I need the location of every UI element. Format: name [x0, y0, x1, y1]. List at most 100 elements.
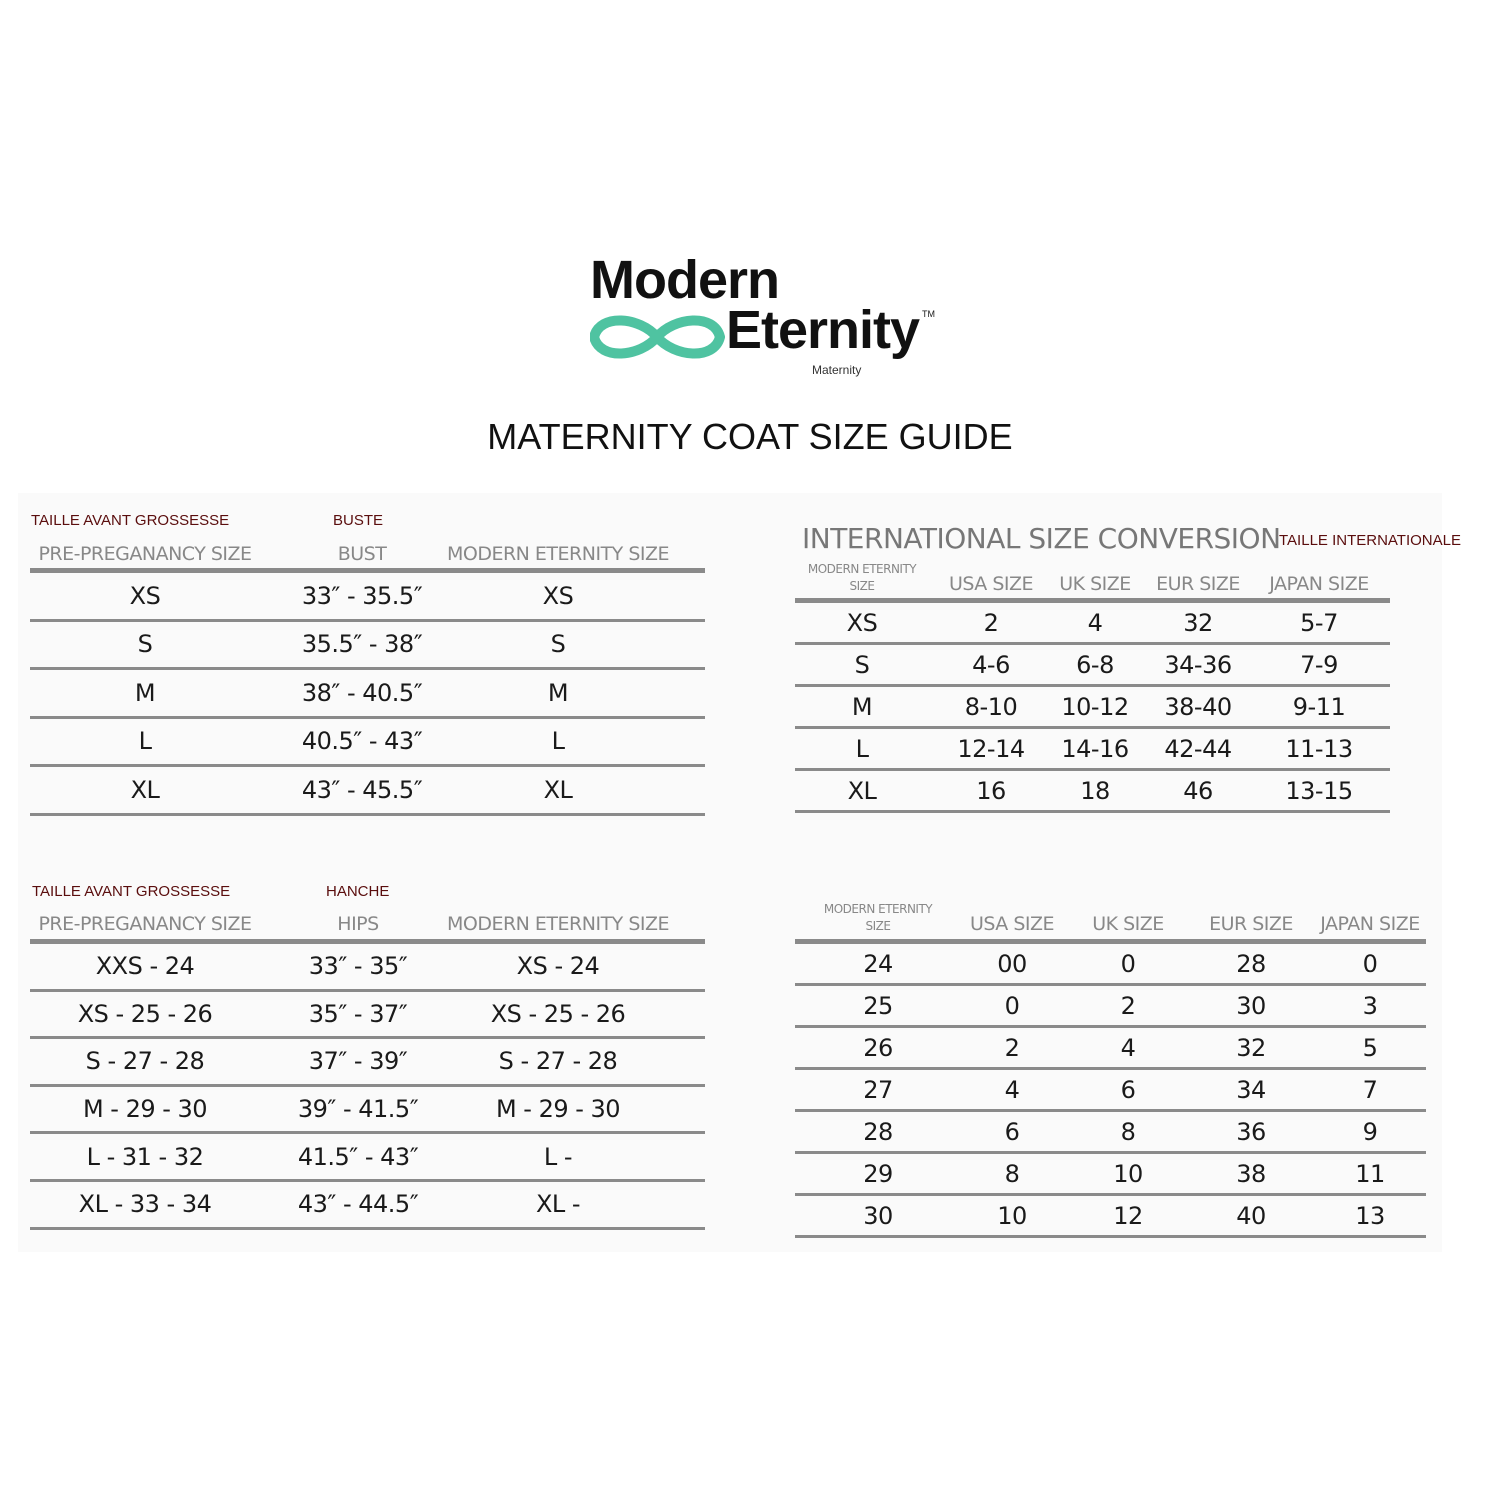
table-cell: 36 — [1236, 1117, 1266, 1146]
table-row: 28 6 8 36 9 — [795, 1112, 1426, 1154]
table-cell: 6-8 — [1076, 650, 1114, 679]
table-cell: 7 — [1362, 1075, 1378, 1104]
table-row: S 4-6 6-8 34-36 7-9 — [795, 645, 1390, 687]
table-cell: XS — [846, 608, 878, 637]
table-cell: XS - 24 — [516, 952, 600, 981]
table-cell: 25 — [863, 991, 893, 1020]
table-cell: M - 29 - 30 — [82, 1095, 208, 1124]
table-cell: 6 — [1004, 1117, 1020, 1146]
table-row: M - 29 - 30 39″ - 41.5″ M - 29 - 30 — [30, 1087, 705, 1135]
table-cell: 42-44 — [1164, 734, 1232, 763]
column-header: BUST — [337, 543, 387, 565]
table-cell: L — [855, 734, 869, 763]
table-cell: 6 — [1120, 1075, 1136, 1104]
header-divider — [795, 939, 1426, 944]
table-cell: 28 — [863, 1117, 893, 1146]
table-cell: S - 27 - 28 — [498, 1047, 618, 1076]
column-header: PRE-PREGANANCY SIZE — [38, 913, 252, 935]
table-cell: 13-15 — [1285, 776, 1353, 805]
intl-title: INTERNATIONAL SIZE CONVERSION — [802, 522, 1281, 555]
table-cell: 4 — [1087, 608, 1103, 637]
fr-label: TAILLE AVANT GROSSESSE — [31, 512, 230, 529]
table-cell: 37″ - 39″ — [308, 1047, 408, 1076]
table-cell: XL - — [535, 1190, 581, 1219]
table-cell: M - 29 - 30 — [495, 1095, 621, 1124]
table-row: 24 00 0 28 0 — [795, 944, 1426, 986]
intl-conversion-table: MODERN ETERNITY SIZE USA SIZE UK SIZE EUR S… — [795, 0, 1390, 1500]
table-cell: 7-9 — [1300, 650, 1338, 679]
table-cell: 12-14 — [957, 734, 1025, 763]
header-divider — [30, 568, 705, 573]
table-cell: M — [134, 678, 156, 707]
table-cell: 10-12 — [1061, 692, 1129, 721]
column-header: MODERN ETERNITY SIZE — [807, 562, 917, 593]
table-row: XXS - 24 33″ - 35″ XS - 24 — [30, 944, 705, 992]
table-row: 29 8 10 38 11 — [795, 1154, 1426, 1196]
table-cell: M — [547, 678, 569, 707]
column-header: HIPS — [337, 913, 379, 935]
table-row: L - 31 - 32 41.5″ - 43″ L - — [30, 1134, 705, 1182]
column-header: UK SIZE — [1092, 913, 1164, 935]
infinity-logo-icon — [590, 315, 725, 359]
table-cell: 14-16 — [1061, 734, 1129, 763]
table-cell: 4 — [1120, 1033, 1136, 1062]
table-cell: L - — [543, 1142, 573, 1171]
fr-label: TAILLE AVANT GROSSESSE — [32, 883, 231, 900]
logo-subtitle: Maternity — [812, 363, 862, 377]
table-cell: 33″ - 35″ — [308, 952, 408, 981]
table-cell: L - 31 - 32 — [86, 1142, 204, 1171]
table-cell: 00 — [997, 949, 1027, 978]
table-cell: XXS - 24 — [95, 952, 195, 981]
table-cell: 2 — [1004, 1033, 1020, 1062]
table-cell: 32 — [1236, 1033, 1266, 1062]
logo-word-modern: Modern — [590, 250, 780, 310]
table-row: M 38″ - 40.5″ M — [30, 670, 705, 719]
table-cell: 8-10 — [964, 692, 1018, 721]
table-row: XL - 33 - 34 43″ - 44.5″ XL - — [30, 1182, 705, 1230]
table-cell: XL — [543, 775, 573, 804]
table-cell: XL — [847, 776, 877, 805]
table-cell: 13 — [1355, 1201, 1385, 1230]
table-cell: XL — [130, 775, 160, 804]
table-cell: 4-6 — [972, 650, 1010, 679]
fr-label: HANCHE — [326, 883, 390, 900]
table-cell: L — [138, 727, 152, 756]
table-row: S 35.5″ - 38″ S — [30, 622, 705, 670]
table-cell: 30 — [863, 1201, 893, 1230]
table-cell: XS — [542, 581, 574, 610]
table-cell: 0 — [1004, 991, 1020, 1020]
table-cell: 5 — [1362, 1033, 1378, 1062]
logo-word-eternity: Eternity — [726, 300, 920, 360]
brand-logo: Modern Eternity TM Maternity — [590, 250, 950, 385]
table-cell: 4 — [1004, 1075, 1020, 1104]
column-header: MODERN ETERNITY SIZE — [446, 913, 670, 935]
table-row: XL 16 18 46 13-15 — [795, 771, 1390, 813]
table-cell: 46 — [1183, 776, 1213, 805]
table-cell: 40 — [1236, 1201, 1266, 1230]
table-row: 27 4 6 34 7 — [795, 1070, 1426, 1112]
table-cell: 41.5″ - 43″ — [297, 1142, 419, 1171]
table-cell: M — [851, 692, 873, 721]
column-header: UK SIZE — [1059, 573, 1131, 595]
table-cell: 29 — [863, 1159, 893, 1188]
table-cell: 0 — [1362, 949, 1378, 978]
table-cell: 39″ - 41.5″ — [297, 1095, 419, 1124]
table-cell: 2 — [983, 608, 999, 637]
table-cell: 26 — [863, 1033, 893, 1062]
table-row: L 12-14 14-16 42-44 11-13 — [795, 729, 1390, 771]
table-row: XL 43″ - 45.5″ XL — [30, 767, 705, 816]
table-row: 30 10 12 40 13 — [795, 1196, 1426, 1238]
header-divider — [795, 598, 1390, 603]
table-cell: 28 — [1236, 949, 1266, 978]
table-cell: 34 — [1236, 1075, 1266, 1104]
table-cell: 5-7 — [1300, 608, 1338, 637]
column-header: USA SIZE — [969, 913, 1055, 935]
table-cell: 11 — [1355, 1159, 1385, 1188]
table-cell: 35.5″ - 38″ — [301, 630, 423, 659]
column-header: EUR SIZE — [1209, 913, 1293, 935]
column-header: JAPAN SIZE — [1269, 573, 1369, 595]
table-cell: S — [550, 630, 566, 659]
page-title: MATERNITY COAT SIZE GUIDE — [487, 416, 1013, 457]
table-cell: 18 — [1080, 776, 1110, 805]
numeric-size-table: MODERN ETERNITY SIZE USA SIZE UK SIZE EUR S… — [795, 0, 1426, 1500]
